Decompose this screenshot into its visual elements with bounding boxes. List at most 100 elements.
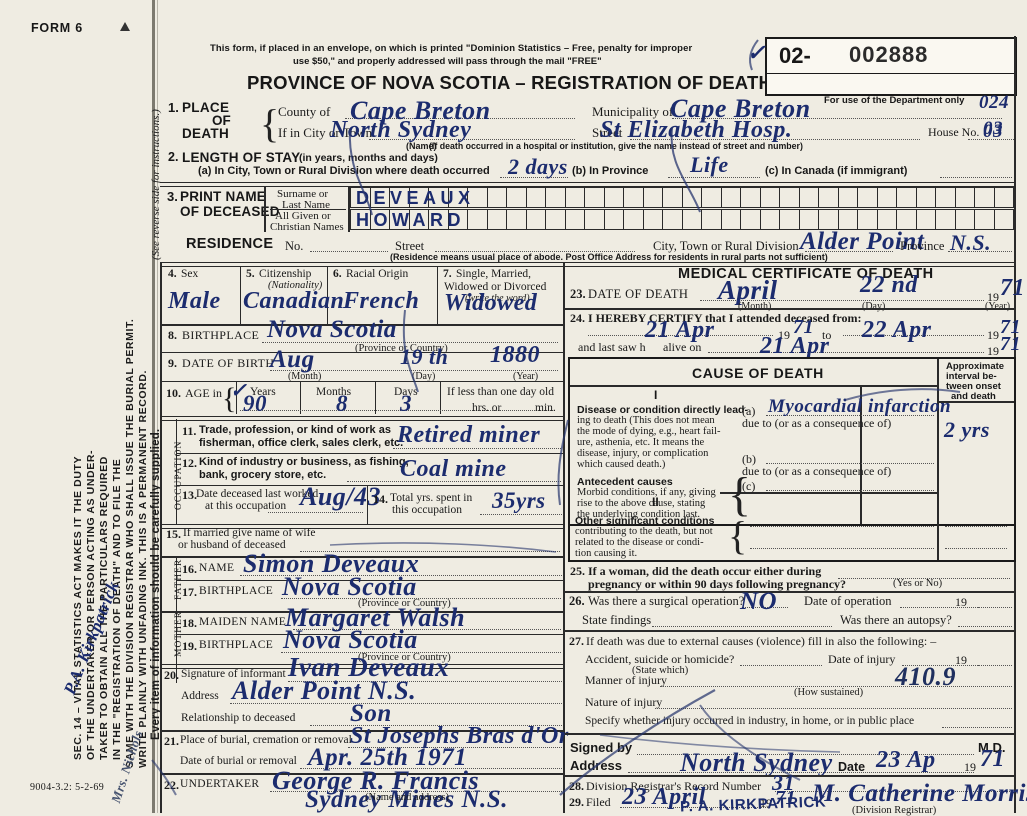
item15-number: 15. (166, 527, 181, 541)
item24-to-value: 22 Apr (862, 317, 932, 343)
item26-findings-label: State findings (582, 613, 652, 627)
item11-label-line2: fisherman, office clerk, sales clerk, et… (199, 437, 404, 449)
item5-label: Citizenship (259, 268, 312, 280)
street-value: St Elizabeth Hosp. (600, 117, 793, 143)
margin-legal-line-6: WRITE PLAINLY WITH UNFADING INK. THIS IS… (137, 369, 149, 768)
item3-number: 3. (167, 189, 178, 204)
item24-lastsaw-mid: alive on (663, 340, 702, 354)
item10-brace: { (222, 382, 237, 415)
item9-sub-year: (Year) (513, 371, 539, 382)
item22-value-line1: George R. Francis (272, 766, 480, 795)
item26-autopsy-label: Was there an autopsy? (840, 613, 952, 627)
item7-value: Widowed (444, 290, 538, 316)
item29-registrar-sub: (Division Registrar) (852, 805, 937, 816)
mail-notice-line-1: This form, if placed in an envelope, on … (210, 43, 693, 54)
item20-number: 20. (164, 668, 179, 682)
item5-number: 5. (246, 268, 255, 280)
item2-number: 2. (168, 150, 179, 164)
department-only-label: For use of the Department only (824, 95, 965, 106)
line-a-label: (a) (742, 404, 756, 418)
item13-label-line2: at this occupation (205, 500, 287, 512)
address-value-md: North Sydney (680, 748, 833, 777)
item5-label-sub: (Nationality) (268, 280, 323, 291)
item4-number: 4. (168, 268, 177, 280)
item3-label-line2: OF DECEASED (180, 204, 280, 219)
part2-body-3: tion causing it. (575, 548, 638, 559)
item20-address-label: Address (181, 690, 219, 702)
house-no-label: House No. (928, 125, 980, 139)
item8-sub-label: (Province or Country) (355, 343, 448, 354)
item12-label-line1: Kind of industry or business, as fishing… (199, 456, 409, 468)
antecedent-brace: { (728, 468, 752, 521)
item27-number: 27. (569, 634, 584, 648)
residence-province-value: N.S. (950, 230, 992, 255)
item14-label-line1: Total yrs. spent in (390, 492, 473, 504)
item23-year-prefix: 19 (987, 290, 999, 304)
part2-title: Other significant conditions (575, 515, 715, 527)
item16-value: Simon Deveaux (243, 549, 420, 578)
item16-label: NAME (199, 562, 235, 574)
item1-footnote: (If death occurred in a hospital or inst… (429, 141, 803, 151)
item7-label-line1: Single, Married, (456, 268, 532, 280)
part1-body-4: disease, injury, or complication (577, 448, 709, 459)
item1-number: 1. (168, 100, 179, 115)
item29-year-prefix: 19 (760, 796, 772, 810)
signed-by-label: Signed by (570, 740, 633, 755)
residence-city-label: City, Town or Rural Division (653, 239, 799, 253)
item19-sub-label: (Province or Country) (358, 652, 451, 663)
item10-months-label: Months (316, 386, 352, 398)
item24-number: 24. (570, 311, 585, 325)
item3-label-line1: PRINT NAME (180, 189, 266, 204)
item9-number: 9. (168, 356, 177, 370)
item25-label-line2: pregnancy or within 90 days following pr… (588, 577, 847, 591)
item24-lastsaw-value: 21 Apr (760, 333, 830, 359)
part2-body-2: related to the disease or condi- (575, 537, 704, 548)
item9-year-value: 1880 (490, 342, 540, 368)
item22-number: 22. (164, 778, 179, 792)
item1-label-line1: PLACE (182, 100, 230, 115)
item13-value: Aug/43 (300, 482, 382, 511)
line-b-label: (b) (742, 452, 756, 466)
residence-street-label: Street (395, 239, 425, 253)
item10-label: AGE in (185, 386, 222, 400)
item21-number: 21. (164, 734, 179, 748)
item12-number: 12. (182, 456, 197, 470)
part2-brace: { (728, 513, 748, 558)
residence-label: RESIDENCE (186, 236, 274, 252)
item9-day-value: 19 th (400, 344, 449, 369)
item2-b-value: Life (690, 152, 729, 177)
item22-sub-label: (Name and address) (365, 792, 449, 803)
item23-day-value: 22 nd (860, 272, 918, 298)
item29-year: 71 (775, 787, 796, 809)
item19-number: 19. (182, 639, 197, 653)
item21-place-label: Place of burial, cremation or removal (180, 734, 352, 746)
residence-no-label: No. (285, 239, 304, 253)
item27-injury-date-label: Date of injury (828, 652, 896, 666)
registration-number-box: 02- 002888 (765, 37, 1017, 96)
item15-label-line2: or husband of deceased (178, 539, 286, 551)
item2-label: LENGTH OF STAY (182, 150, 301, 165)
item10-min-label: min. (535, 402, 556, 414)
margin-legal-line-5: SAME WITH THE DIVISION REGISTRAR WHO SHA… (124, 318, 136, 768)
item1-brace: { (260, 101, 280, 146)
item24-to-year: 71 (1000, 316, 1021, 338)
checkmark-icon: ✓ (747, 40, 766, 65)
municipality-label: Municipality of (592, 104, 674, 119)
item18-number: 18. (182, 616, 197, 630)
given-label-line1: All Given or (275, 210, 331, 222)
item24-lastsaw-label: and last saw h (578, 340, 646, 354)
date-label-md: Date (838, 760, 866, 774)
interval-heading-1: Approximate (946, 361, 1005, 372)
item23-label: DATE OF DEATH (588, 287, 689, 301)
item27-manner-sub: (How sustained) (794, 687, 864, 698)
item24-lastsaw-year: 71 (1000, 333, 1021, 355)
interval-heading-3: tween onset (946, 381, 1001, 392)
mail-notice-line-2: use $50," and properly addressed will pa… (293, 56, 602, 67)
department-code-lower: 03 (983, 121, 1003, 142)
item10-months-value: 8 (336, 391, 348, 416)
part1-body-3: ure, asthenia, etc. It means the (577, 437, 705, 448)
item27-label: If death was due to external causes (vio… (586, 634, 937, 648)
given-label-line2: Christian Names (270, 221, 344, 233)
residence-city-value: Alder Point (800, 228, 925, 255)
item17-sub-label: (Province or Country) (358, 598, 451, 609)
